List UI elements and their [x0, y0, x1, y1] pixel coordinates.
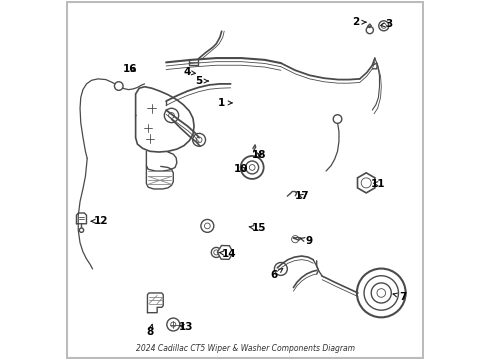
Text: 14: 14 [219, 248, 236, 258]
Text: 9: 9 [300, 236, 313, 246]
Text: 18: 18 [252, 150, 267, 160]
Text: 16: 16 [123, 64, 138, 74]
Text: 3: 3 [381, 19, 392, 29]
Text: 2: 2 [352, 17, 366, 27]
Text: 6: 6 [270, 269, 283, 280]
Text: 17: 17 [295, 191, 310, 201]
Text: 11: 11 [370, 179, 385, 189]
Text: 4: 4 [184, 67, 196, 77]
Text: 7: 7 [393, 292, 407, 302]
Text: 10: 10 [234, 164, 248, 174]
Text: 12: 12 [91, 216, 109, 226]
Text: 5: 5 [195, 76, 208, 86]
Circle shape [115, 82, 123, 90]
Text: 13: 13 [178, 322, 193, 332]
Text: 15: 15 [249, 224, 267, 233]
Text: 8: 8 [147, 324, 153, 337]
Text: 2024 Cadillac CT5 Wiper & Washer Components Diagram: 2024 Cadillac CT5 Wiper & Washer Compone… [136, 344, 354, 353]
Text: 1: 1 [218, 98, 232, 108]
Circle shape [333, 115, 342, 123]
